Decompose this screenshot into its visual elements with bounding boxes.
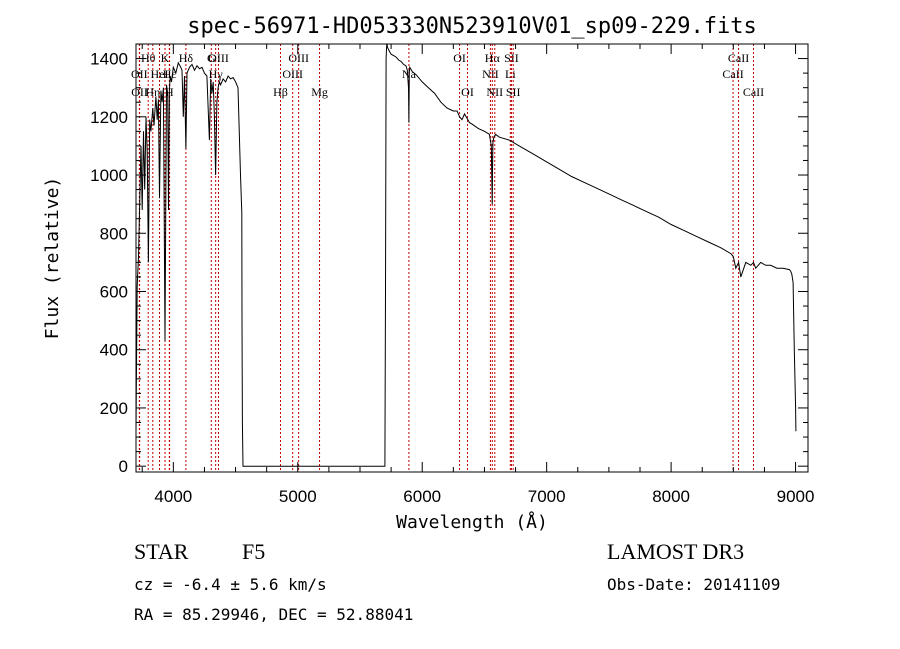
line-label-13: OIII: [282, 67, 303, 81]
line-label-2: OII: [131, 85, 148, 99]
y-tick-label-5: 1000: [90, 166, 128, 185]
sky-coordinates: RA = 85.29946, DEC = 52.88041: [134, 605, 413, 624]
line-label-25: CaII: [722, 67, 743, 81]
line-label-11: OIII: [208, 51, 229, 65]
x-axis-ticks: 4000 5000 6000 7000 8000 9000: [141, 44, 815, 506]
line-label-12: Hβ: [273, 85, 288, 99]
line-label-5: K: [161, 51, 170, 65]
line-label-24: SII: [506, 85, 521, 99]
y-tick-label-3: 600: [100, 282, 128, 301]
spectral-line-markers: HθOIIOIIHηHeIKHHεHδGHγOIIIHβOIIIOIIIMgNa…: [131, 44, 764, 472]
line-label-9: G: [207, 51, 216, 65]
line-label-14: OIII: [288, 51, 309, 65]
line-label-10: Hγ: [209, 67, 224, 81]
y-axis-ticks: 0 200 400 600 800 1000 1200 1400: [90, 43, 808, 476]
redshift-value: cz = -6.4 ± 5.6 km/s: [134, 575, 327, 594]
line-label-4: HeI: [151, 67, 169, 81]
y-axis-label: Flux (relative): [42, 177, 63, 340]
spectrum-line: [136, 44, 797, 467]
line-label-26: CaII: [728, 51, 749, 65]
plot-frame: [135, 43, 809, 473]
line-label-22: Li: [505, 67, 516, 81]
x-tick-label-2: 6000: [403, 487, 441, 506]
line-label-27: CaII: [743, 85, 764, 99]
line-label-20: Hα: [485, 51, 501, 65]
x-tick-label-0: 4000: [154, 487, 192, 506]
line-label-23: SII: [504, 51, 519, 65]
x-tick-label-3: 7000: [528, 487, 566, 506]
y-tick-label-4: 800: [100, 224, 128, 243]
chart-title: spec-56971-HD053330N523910V01_sp09-229.f…: [187, 14, 757, 39]
line-label-15: Mg: [311, 85, 328, 99]
line-label-0: Hθ: [141, 51, 156, 65]
object-subclass: F5: [242, 539, 265, 564]
x-tick-label-4: 8000: [652, 487, 690, 506]
object-class: STAR: [134, 539, 189, 564]
y-tick-label-0: 0: [119, 457, 128, 476]
line-label-18: OI: [461, 85, 474, 99]
line-label-19: NII: [482, 67, 499, 81]
y-tick-label-1: 200: [100, 399, 128, 418]
spectrum-layer: [136, 44, 797, 467]
observation-date: Obs-Date: 20141109: [607, 575, 780, 594]
line-label-3: Hη: [145, 85, 160, 99]
line-label-21: NII: [486, 85, 503, 99]
survey-name: LAMOST DR3: [607, 539, 744, 564]
line-label-8: Hδ: [179, 51, 194, 65]
y-tick-label-7: 1400: [90, 50, 128, 69]
y-tick-label-6: 1200: [90, 108, 128, 127]
y-tick-label-2: 400: [100, 341, 128, 360]
x-tick-label-5: 9000: [777, 487, 815, 506]
x-tick-label-1: 5000: [279, 487, 317, 506]
x-axis-label: Wavelength (Å): [396, 511, 548, 533]
line-label-17: OI: [453, 51, 466, 65]
